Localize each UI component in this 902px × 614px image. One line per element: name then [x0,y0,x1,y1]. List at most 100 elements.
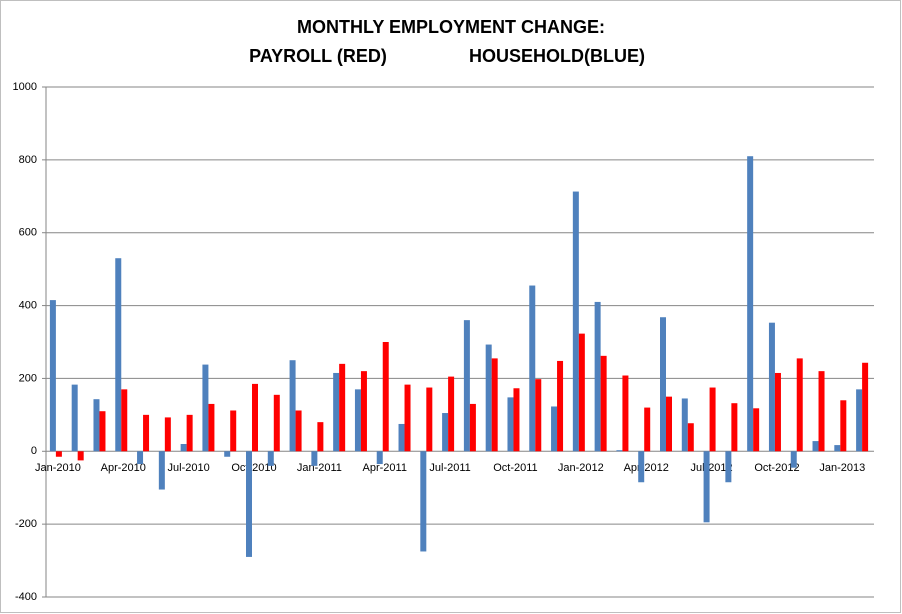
bar [267,451,274,466]
bar [49,300,56,452]
bar [398,423,405,452]
bar [551,406,558,452]
x-tick-label: Oct-2012 [754,462,799,474]
bar [681,398,688,452]
bar [796,358,803,452]
bar [317,422,324,452]
x-tick-label: Jan-2011 [297,462,342,474]
bar [753,408,760,452]
y-tick-label: 600 [19,227,37,239]
bar [164,417,171,452]
bar [616,450,623,452]
bar [93,399,100,452]
bar [115,258,122,452]
y-tick-label: 0 [31,445,37,457]
bar [507,397,514,452]
bar [208,403,215,452]
bar [638,451,645,483]
bar [158,451,165,490]
bar [71,384,78,452]
bar [840,400,847,452]
bar [535,379,542,452]
bar [382,342,389,452]
bar [186,414,193,452]
bar [376,451,383,465]
bar [818,371,825,452]
bar [529,285,536,452]
y-tick-label: 800 [19,154,37,166]
x-tick-label: Jul-2010 [168,462,210,474]
bar [463,320,470,452]
bar [747,156,754,452]
bar [469,403,476,452]
bar [360,371,367,452]
bar [491,358,498,452]
bar [252,383,258,452]
bar [572,191,579,452]
x-tick-label: Apr-2011 [363,462,407,474]
bar [121,389,128,452]
bar [666,396,672,452]
y-tick-label: 1000 [13,81,37,93]
bar [790,451,797,468]
bar [273,394,280,452]
x-tick-label: Oct-2010 [231,462,276,474]
bar [420,451,427,552]
chart-title: MONTHLY EMPLOYMENT CHANGE: [297,17,605,37]
bar [687,423,694,452]
y-tick-label: 200 [19,372,37,384]
x-tick-label: Apr-2012 [624,462,669,474]
bar [485,344,492,452]
bar [703,451,710,523]
bar [513,388,520,452]
bar [143,414,150,452]
x-tick-label: Jan-2010 [35,462,81,474]
bar [644,407,651,452]
bar [774,372,781,452]
bar [600,355,607,452]
bar [731,403,738,452]
bar [660,317,666,452]
bar [246,451,252,557]
bar [709,387,716,452]
bar [230,410,237,452]
bar [594,301,601,452]
bar [99,411,106,452]
bar [202,364,209,452]
bar [442,413,449,452]
chart-subtitle: HOUSEHOLD(BLUE) [469,46,645,66]
y-tick-label: 400 [19,299,37,311]
bar [77,451,84,461]
bar [137,451,144,465]
bar [289,360,296,452]
bar [311,451,318,466]
x-tick-label: Oct-2011 [493,462,537,474]
bar [578,333,585,452]
bar [354,389,361,452]
x-tick-label: Jul-2011 [429,462,470,474]
bar [404,384,411,452]
bar [622,375,629,452]
bar [448,376,455,452]
x-tick-label: Jan-2012 [558,462,604,474]
bar [295,410,302,452]
bar [557,360,564,452]
x-tick-label: Apr-2010 [101,462,146,474]
x-tick-label: Jul-2012 [690,462,732,474]
bar [856,389,863,452]
y-tick-label: -400 [15,591,37,603]
bar [426,387,433,452]
bar [834,445,841,452]
y-tick-label: -200 [15,518,37,530]
bar [768,322,775,452]
bar [862,362,869,452]
bar [224,451,231,457]
bar [812,441,819,452]
bar [333,372,340,452]
bar [725,451,732,483]
bar [180,444,187,452]
x-tick-label: Jan-2013 [819,462,865,474]
chart-subtitle: PAYROLL (RED) [249,46,387,66]
